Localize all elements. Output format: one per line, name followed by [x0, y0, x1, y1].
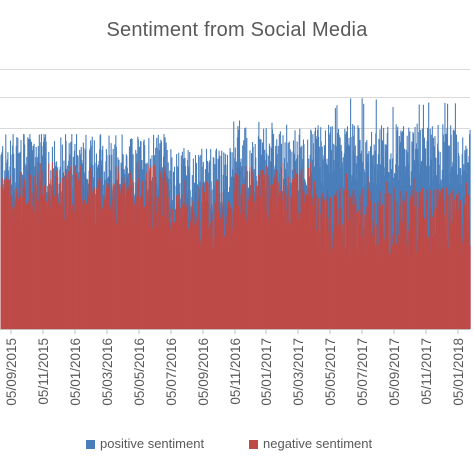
- x-tick-label: 05/09/2015: [4, 338, 19, 406]
- legend: positive sentiment negative sentiment: [0, 436, 474, 454]
- x-tick-label: 05/11/2016: [228, 338, 243, 405]
- bar-positive: [469, 129, 471, 329]
- x-tick-label: 05/11/2017: [419, 338, 434, 405]
- x-tick-label: 05/11/2015: [36, 338, 51, 405]
- x-tick-label: 05/05/2016: [132, 338, 147, 406]
- legend-label-positive: positive sentiment: [100, 436, 205, 451]
- bar-negative: [469, 245, 471, 329]
- series-negative-bars: [0, 161, 471, 329]
- legend-label-negative: negative sentiment: [263, 436, 373, 451]
- legend-item-positive: positive sentiment: [86, 436, 204, 454]
- x-tick-label: 05/07/2016: [164, 338, 179, 406]
- x-tick-label: 05/03/2017: [291, 338, 306, 406]
- x-tick-label: 05/01/2017: [259, 338, 274, 406]
- legend-item-negative: negative sentiment: [249, 436, 372, 454]
- x-tick-label: 05/03/2016: [100, 338, 115, 406]
- x-tick-label: 05/09/2016: [196, 338, 211, 406]
- x-tick-label: 05/09/2017: [387, 338, 402, 406]
- legend-swatch-negative: [249, 440, 258, 449]
- x-tick-label: 05/01/2016: [68, 338, 83, 406]
- x-tick-label: 05/07/2017: [355, 338, 370, 406]
- x-axis: [0, 329, 470, 334]
- gridlines: [0, 69, 470, 129]
- x-tick-label: 05/05/2017: [323, 338, 338, 406]
- chart-title: Sentiment from Social Media: [106, 19, 368, 41]
- legend-swatch-positive: [86, 440, 95, 449]
- x-tick-label: 05/01/2018: [451, 338, 466, 406]
- x-tick-labels: 05/09/2015 05/11/2015 05/01/2016 05/03/2016…: [4, 338, 466, 406]
